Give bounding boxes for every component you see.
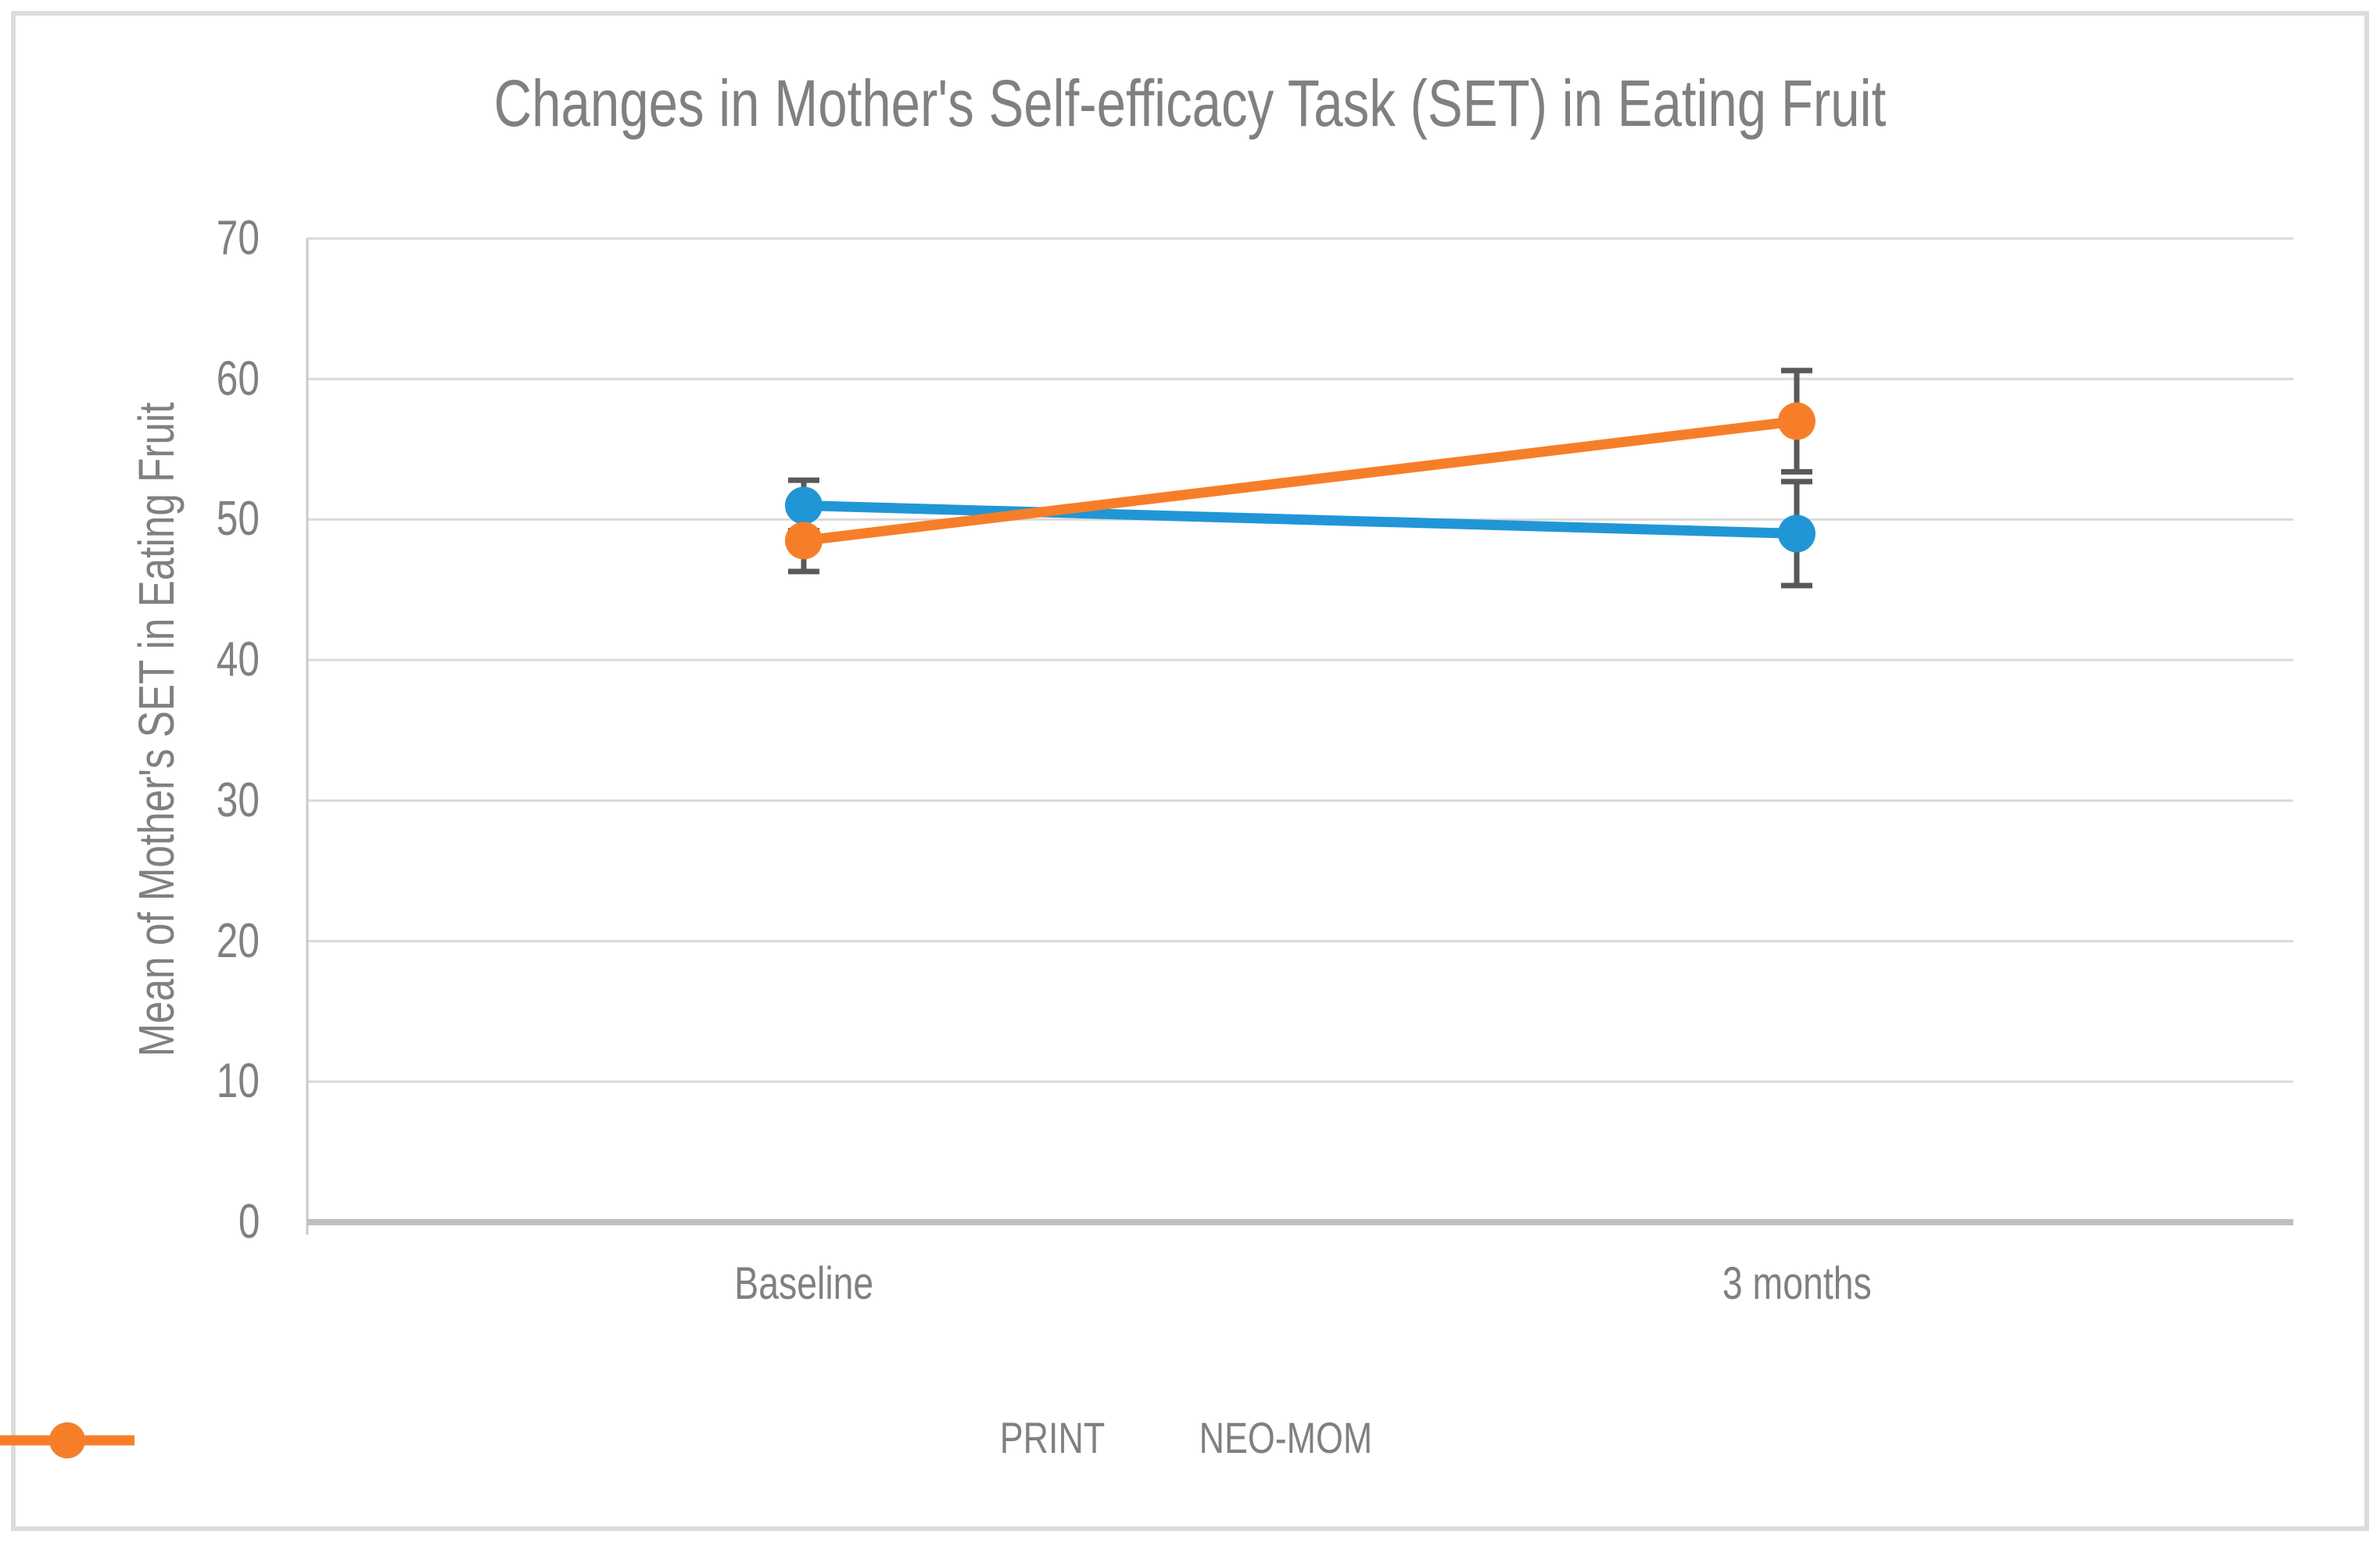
y-tick-text: 40 — [216, 633, 260, 687]
series-line-PRINT — [803, 500, 1798, 539]
y-tick-text: 50 — [216, 492, 260, 547]
y-tick-text: 70 — [216, 211, 260, 265]
legend-label-text: NEO-MOM — [1199, 1413, 1372, 1462]
marker-PRINT — [785, 486, 823, 525]
legend-swatch-icon — [0, 1422, 134, 1458]
chart-border — [11, 11, 2369, 1531]
y-tick-label: 10 — [0, 1049, 260, 1114]
y-tick-text: 0 — [238, 1195, 260, 1249]
legend-item-PRINT: PRINT — [0, 1412, 1118, 1463]
x-tick-text: 3 months — [1722, 1258, 1872, 1309]
chart-title: Changes in Mother's Self-efficacy Task (… — [0, 66, 2380, 142]
y-tick-text: 60 — [216, 351, 260, 406]
y-tick-text: 20 — [216, 913, 260, 968]
legend-label: NEO-MOM — [1177, 1412, 1394, 1463]
y-tick-label: 30 — [0, 768, 260, 834]
y-tick-label: 70 — [0, 206, 260, 271]
y-tick-label: 20 — [0, 909, 260, 974]
y-tick-text: 30 — [216, 773, 260, 827]
y-tick-label: 50 — [0, 486, 260, 552]
marker-NEO-MOM — [1778, 402, 1815, 440]
y-tick-label: 40 — [0, 627, 260, 693]
y-tick-label: 0 — [0, 1189, 260, 1255]
series-line-NEO-MOM — [803, 416, 1798, 546]
x-tick-label: 3 months — [1547, 1257, 2047, 1310]
marker-PRINT — [1778, 515, 1815, 553]
y-tick-label: 60 — [0, 346, 260, 412]
legend-item-NEO-MOM: NEO-MOM — [0, 1412, 1394, 1463]
x-tick-text: Baseline — [733, 1258, 873, 1309]
marker-NEO-MOM — [785, 522, 823, 560]
x-tick-label: Baseline — [554, 1257, 1054, 1310]
chart-title-text: Changes in Mother's Self-efficacy Task (… — [493, 66, 1887, 140]
legend-label: PRINT — [987, 1412, 1118, 1463]
legend: PRINT NEO-MOM — [0, 1412, 2380, 1463]
y-tick-text: 10 — [216, 1054, 260, 1109]
legend-label-text: PRINT — [999, 1413, 1105, 1462]
